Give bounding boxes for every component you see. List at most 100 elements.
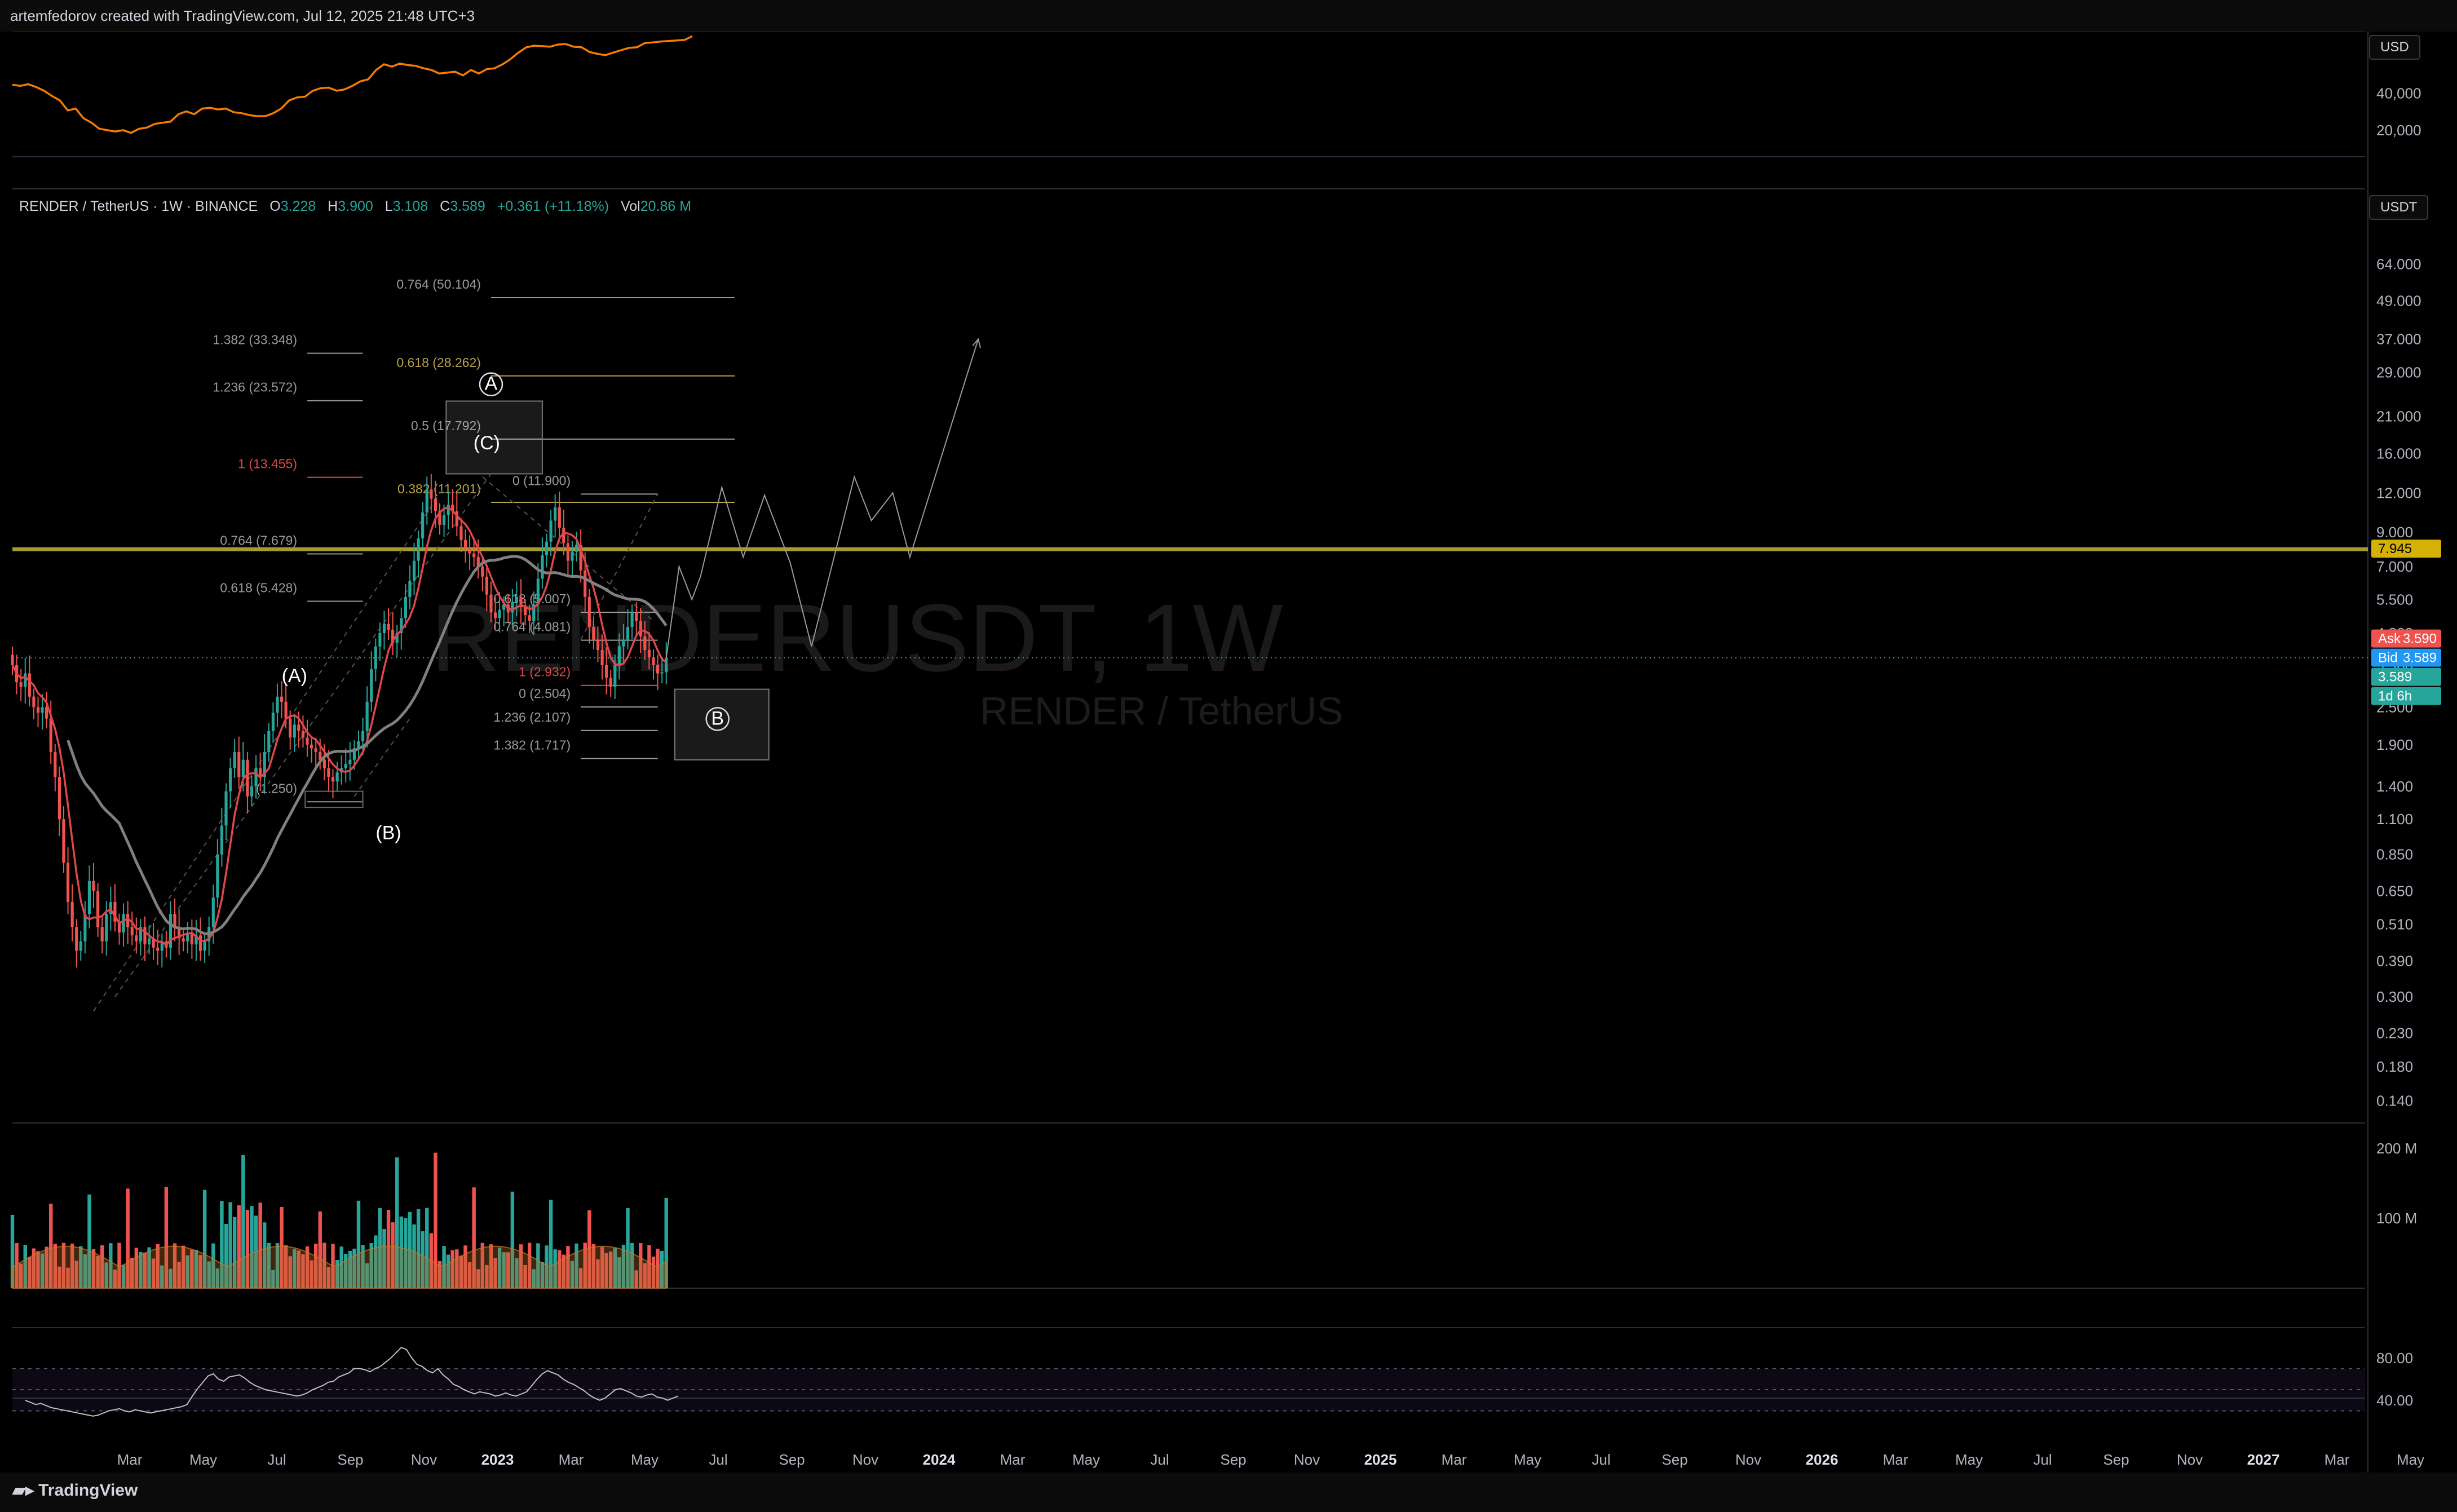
time-axis-tick: Nov (411, 1451, 437, 1468)
volume-bar (643, 1263, 647, 1288)
price-label-value: 3.590 (2403, 631, 2437, 647)
volume-bar (562, 1254, 566, 1288)
price-axis-tick: 5.500 (2376, 591, 2413, 608)
candle-body (331, 777, 335, 782)
candle-body (447, 505, 450, 515)
candle-body (639, 621, 642, 636)
high-value: 3.900 (338, 198, 373, 214)
volume-bar (258, 1202, 262, 1288)
volume-axis-tick: 200 M (2376, 1140, 2417, 1157)
candle-body (220, 825, 224, 855)
candle-body (198, 935, 202, 951)
volume-bar (591, 1244, 596, 1288)
volume-bar (121, 1265, 126, 1288)
volume-bar (467, 1262, 472, 1288)
candle-body (36, 707, 40, 713)
candle-body (135, 935, 138, 941)
candle-body (400, 618, 403, 633)
candle-body (335, 772, 339, 782)
candle-body (511, 602, 514, 613)
candle-body (190, 932, 193, 945)
volume-bar (322, 1243, 326, 1288)
volume-bar (553, 1249, 557, 1288)
symbol-title[interactable]: RENDER / TetherUS · 1W · BINANCE (19, 198, 258, 214)
candle-body (404, 596, 407, 618)
volume-bar (202, 1190, 207, 1288)
volume-ma-area (12, 1245, 667, 1289)
volume-bar (617, 1257, 621, 1288)
volume-bar (10, 1214, 15, 1288)
volume-bar (450, 1250, 454, 1288)
projection-arrowhead (972, 338, 982, 348)
candle-body (49, 718, 52, 752)
volume-bar (421, 1231, 425, 1288)
candle-body (481, 566, 484, 577)
time-axis-tick: Nov (852, 1451, 878, 1468)
candle-body (630, 612, 634, 627)
price-label-box (2371, 687, 2441, 705)
candle-body (541, 555, 544, 579)
volume-bar (630, 1243, 634, 1288)
candle-body (105, 914, 108, 941)
candle-body (519, 596, 523, 607)
volume-bar (19, 1263, 23, 1288)
price-axis-tick: 1.400 (2376, 778, 2413, 795)
candle-body (32, 696, 36, 708)
volume-bar (310, 1260, 313, 1288)
price-axis-tick: 7.000 (2376, 558, 2413, 575)
usdt-unit-button[interactable]: USDT (2369, 195, 2429, 220)
volume-bar (438, 1261, 442, 1288)
candle-body (66, 863, 70, 903)
fib-level-label: 1.236 (23.572) (213, 380, 297, 395)
price-axis-tick: 0.140 (2376, 1093, 2413, 1109)
time-axis-tick: 2023 (481, 1451, 514, 1468)
fib-level-label: 0.764 (4.081) (493, 620, 571, 634)
time-axis-tick: Jul (709, 1451, 727, 1468)
candle-body (289, 718, 292, 738)
price-axis-tick: 0.300 (2376, 988, 2413, 1005)
volume-bar (220, 1201, 224, 1288)
candle-body (647, 649, 651, 657)
volume-bar (104, 1262, 108, 1288)
volume-bar (634, 1270, 638, 1288)
fib-level-label: 1 (13.455) (238, 457, 297, 471)
candle-body (554, 507, 557, 521)
candle-body (468, 548, 471, 554)
candle-body (241, 759, 245, 777)
time-axis-tick: Mar (1442, 1451, 1467, 1468)
volume-axis-tick: 100 M (2376, 1210, 2417, 1227)
candle-body (476, 557, 480, 567)
volume-bar (70, 1243, 74, 1288)
candle-body (267, 731, 271, 752)
price-axis-tick: 49.000 (2376, 292, 2421, 309)
fast-ema-line (11, 506, 667, 947)
price-label-box (2371, 667, 2441, 686)
time-axis-tick: 2026 (1806, 1451, 1839, 1468)
tradingview-logo[interactable]: ▰▸ TradingView (12, 1480, 138, 1500)
volume-bar (126, 1188, 130, 1288)
usd-unit-button[interactable]: USD (2369, 35, 2420, 60)
volume-bar (395, 1157, 399, 1288)
high-label: H (328, 198, 338, 214)
price-axis-tick: 0.850 (2376, 846, 2413, 863)
time-axis-tick: Sep (2103, 1451, 2129, 1468)
price-label-box (2371, 540, 2441, 558)
volume-bar (151, 1258, 156, 1288)
candle-body (382, 624, 386, 633)
candle-body (549, 520, 553, 542)
price-axis-tick: 0.650 (2376, 883, 2413, 900)
candle-body (417, 538, 420, 561)
volume-bar (117, 1243, 121, 1288)
fib-level-label: 1.236 (2.107) (493, 710, 571, 724)
volume-bar (169, 1268, 173, 1288)
time-axis-tick: Mar (559, 1451, 584, 1468)
low-label: L (385, 198, 393, 214)
volume-bar (639, 1243, 643, 1288)
volume-bar (130, 1258, 134, 1288)
time-axis-tick: Sep (1661, 1451, 1687, 1468)
volume-bar (164, 1187, 169, 1288)
volume-bar (497, 1247, 502, 1288)
volume-bar (365, 1263, 369, 1288)
candle-body (173, 914, 176, 927)
